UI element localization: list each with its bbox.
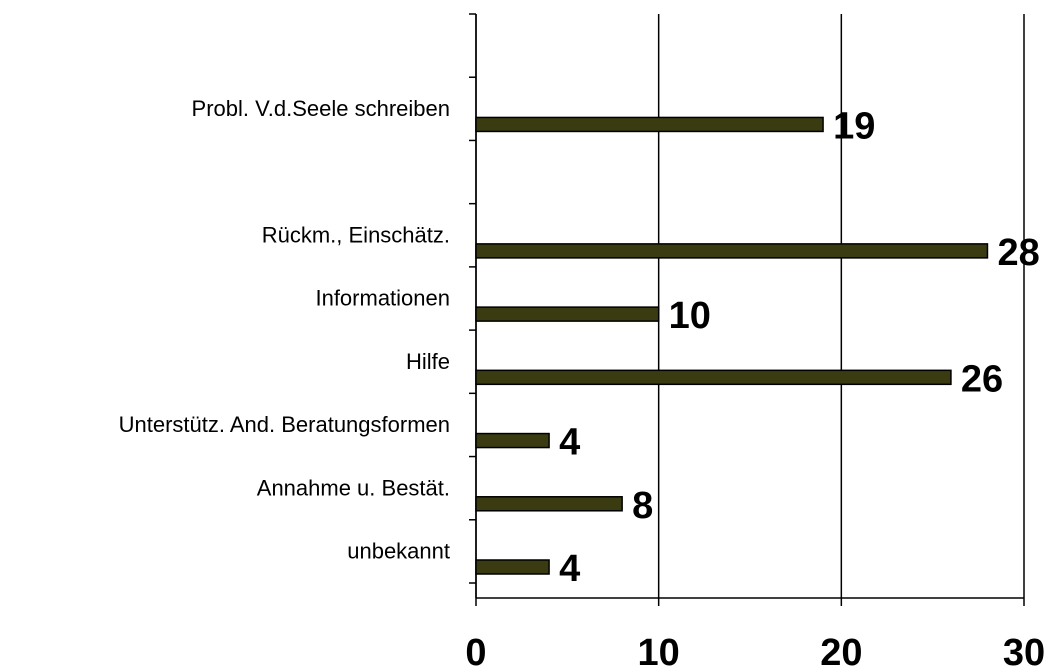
value-label: 10 xyxy=(669,295,711,337)
y-tick-label: unbekannt xyxy=(347,539,450,564)
y-tick-label: Unterstütz. And. Beratungsformen xyxy=(119,412,450,437)
x-tick-label: 0 xyxy=(465,632,486,670)
value-label: 4 xyxy=(559,548,580,590)
value-label: 19 xyxy=(833,105,875,147)
y-tick-label: Hilfe xyxy=(406,349,450,374)
bar xyxy=(475,432,550,449)
y-tick-label: Informationen xyxy=(315,286,450,311)
value-label: 8 xyxy=(632,485,653,527)
value-label: 28 xyxy=(997,232,1039,274)
value-label: 26 xyxy=(961,358,1003,400)
y-tick-label: Rückm., Einschätz. xyxy=(262,222,450,247)
y-tick-label: Probl. V.d.Seele schreiben xyxy=(192,96,450,121)
value-label: 4 xyxy=(559,422,580,464)
x-tick-label: 30 xyxy=(1003,632,1045,670)
bar xyxy=(475,559,550,575)
bar xyxy=(475,496,623,512)
bar xyxy=(475,243,989,259)
bar xyxy=(475,116,824,133)
x-tick-label: 10 xyxy=(638,632,680,670)
x-tick-label: 20 xyxy=(820,632,862,670)
y-tick-label: Annahme u. Bestät. xyxy=(257,475,450,500)
bar xyxy=(475,369,952,386)
bar xyxy=(475,306,660,322)
